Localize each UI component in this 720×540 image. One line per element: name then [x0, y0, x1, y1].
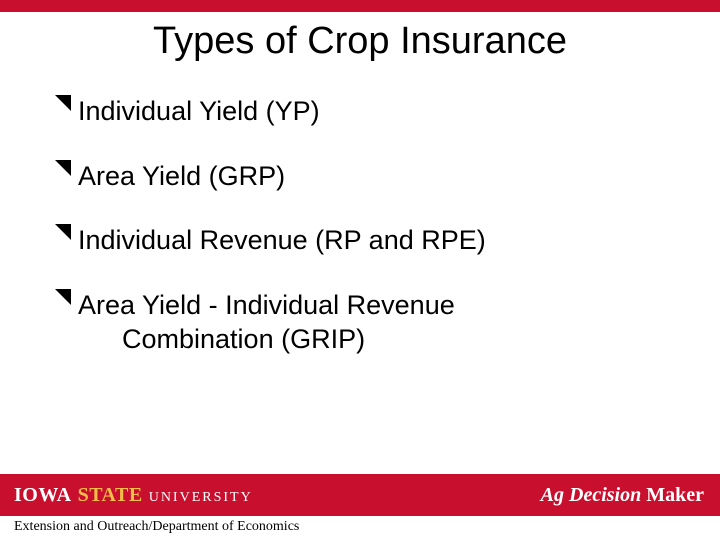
bullet-text: Individual Yield (YP)	[78, 94, 680, 129]
slide-title: Types of Crop Insurance	[0, 20, 720, 63]
agdm-decision: Decision	[569, 484, 641, 506]
bullet-triangle-icon	[54, 159, 72, 177]
logo-iowa: IOWA	[14, 484, 72, 507]
bullet-triangle-icon	[54, 94, 72, 112]
top-accent-bar	[0, 0, 720, 12]
list-item: Individual Yield (YP)	[54, 94, 680, 129]
list-item: Area Yield (GRP)	[54, 159, 680, 194]
agdm-ag: Ag	[541, 484, 564, 506]
bullet-line2: Combination (GRIP)	[78, 322, 680, 357]
slide: Types of Crop Insurance Individual Yield…	[0, 0, 720, 540]
agdm-maker: Maker	[646, 484, 704, 506]
footer-band: IOWA STATE UNIVERSITY Ag Decision Maker	[0, 474, 720, 516]
ag-decision-maker-logo: Ag Decision Maker	[541, 484, 704, 507]
list-item: Area Yield - Individual Revenue Combinat…	[54, 288, 680, 357]
logo-state: STATE	[78, 484, 143, 507]
iowa-state-logo: IOWA STATE UNIVERSITY	[14, 484, 253, 507]
bullet-triangle-icon	[54, 223, 72, 241]
bullet-list: Individual Yield (YP) Area Yield (GRP) I…	[54, 94, 680, 387]
bullet-text: Area Yield - Individual Revenue Combinat…	[78, 288, 680, 357]
bullet-text: Area Yield (GRP)	[78, 159, 680, 194]
bullet-text: Individual Revenue (RP and RPE)	[78, 223, 680, 258]
logo-university: UNIVERSITY	[149, 490, 253, 506]
subfooter-text: Extension and Outreach/Department of Eco…	[14, 519, 299, 535]
list-item: Individual Revenue (RP and RPE)	[54, 223, 680, 258]
bullet-triangle-icon	[54, 288, 72, 306]
bullet-line1: Area Yield - Individual Revenue	[78, 290, 455, 320]
